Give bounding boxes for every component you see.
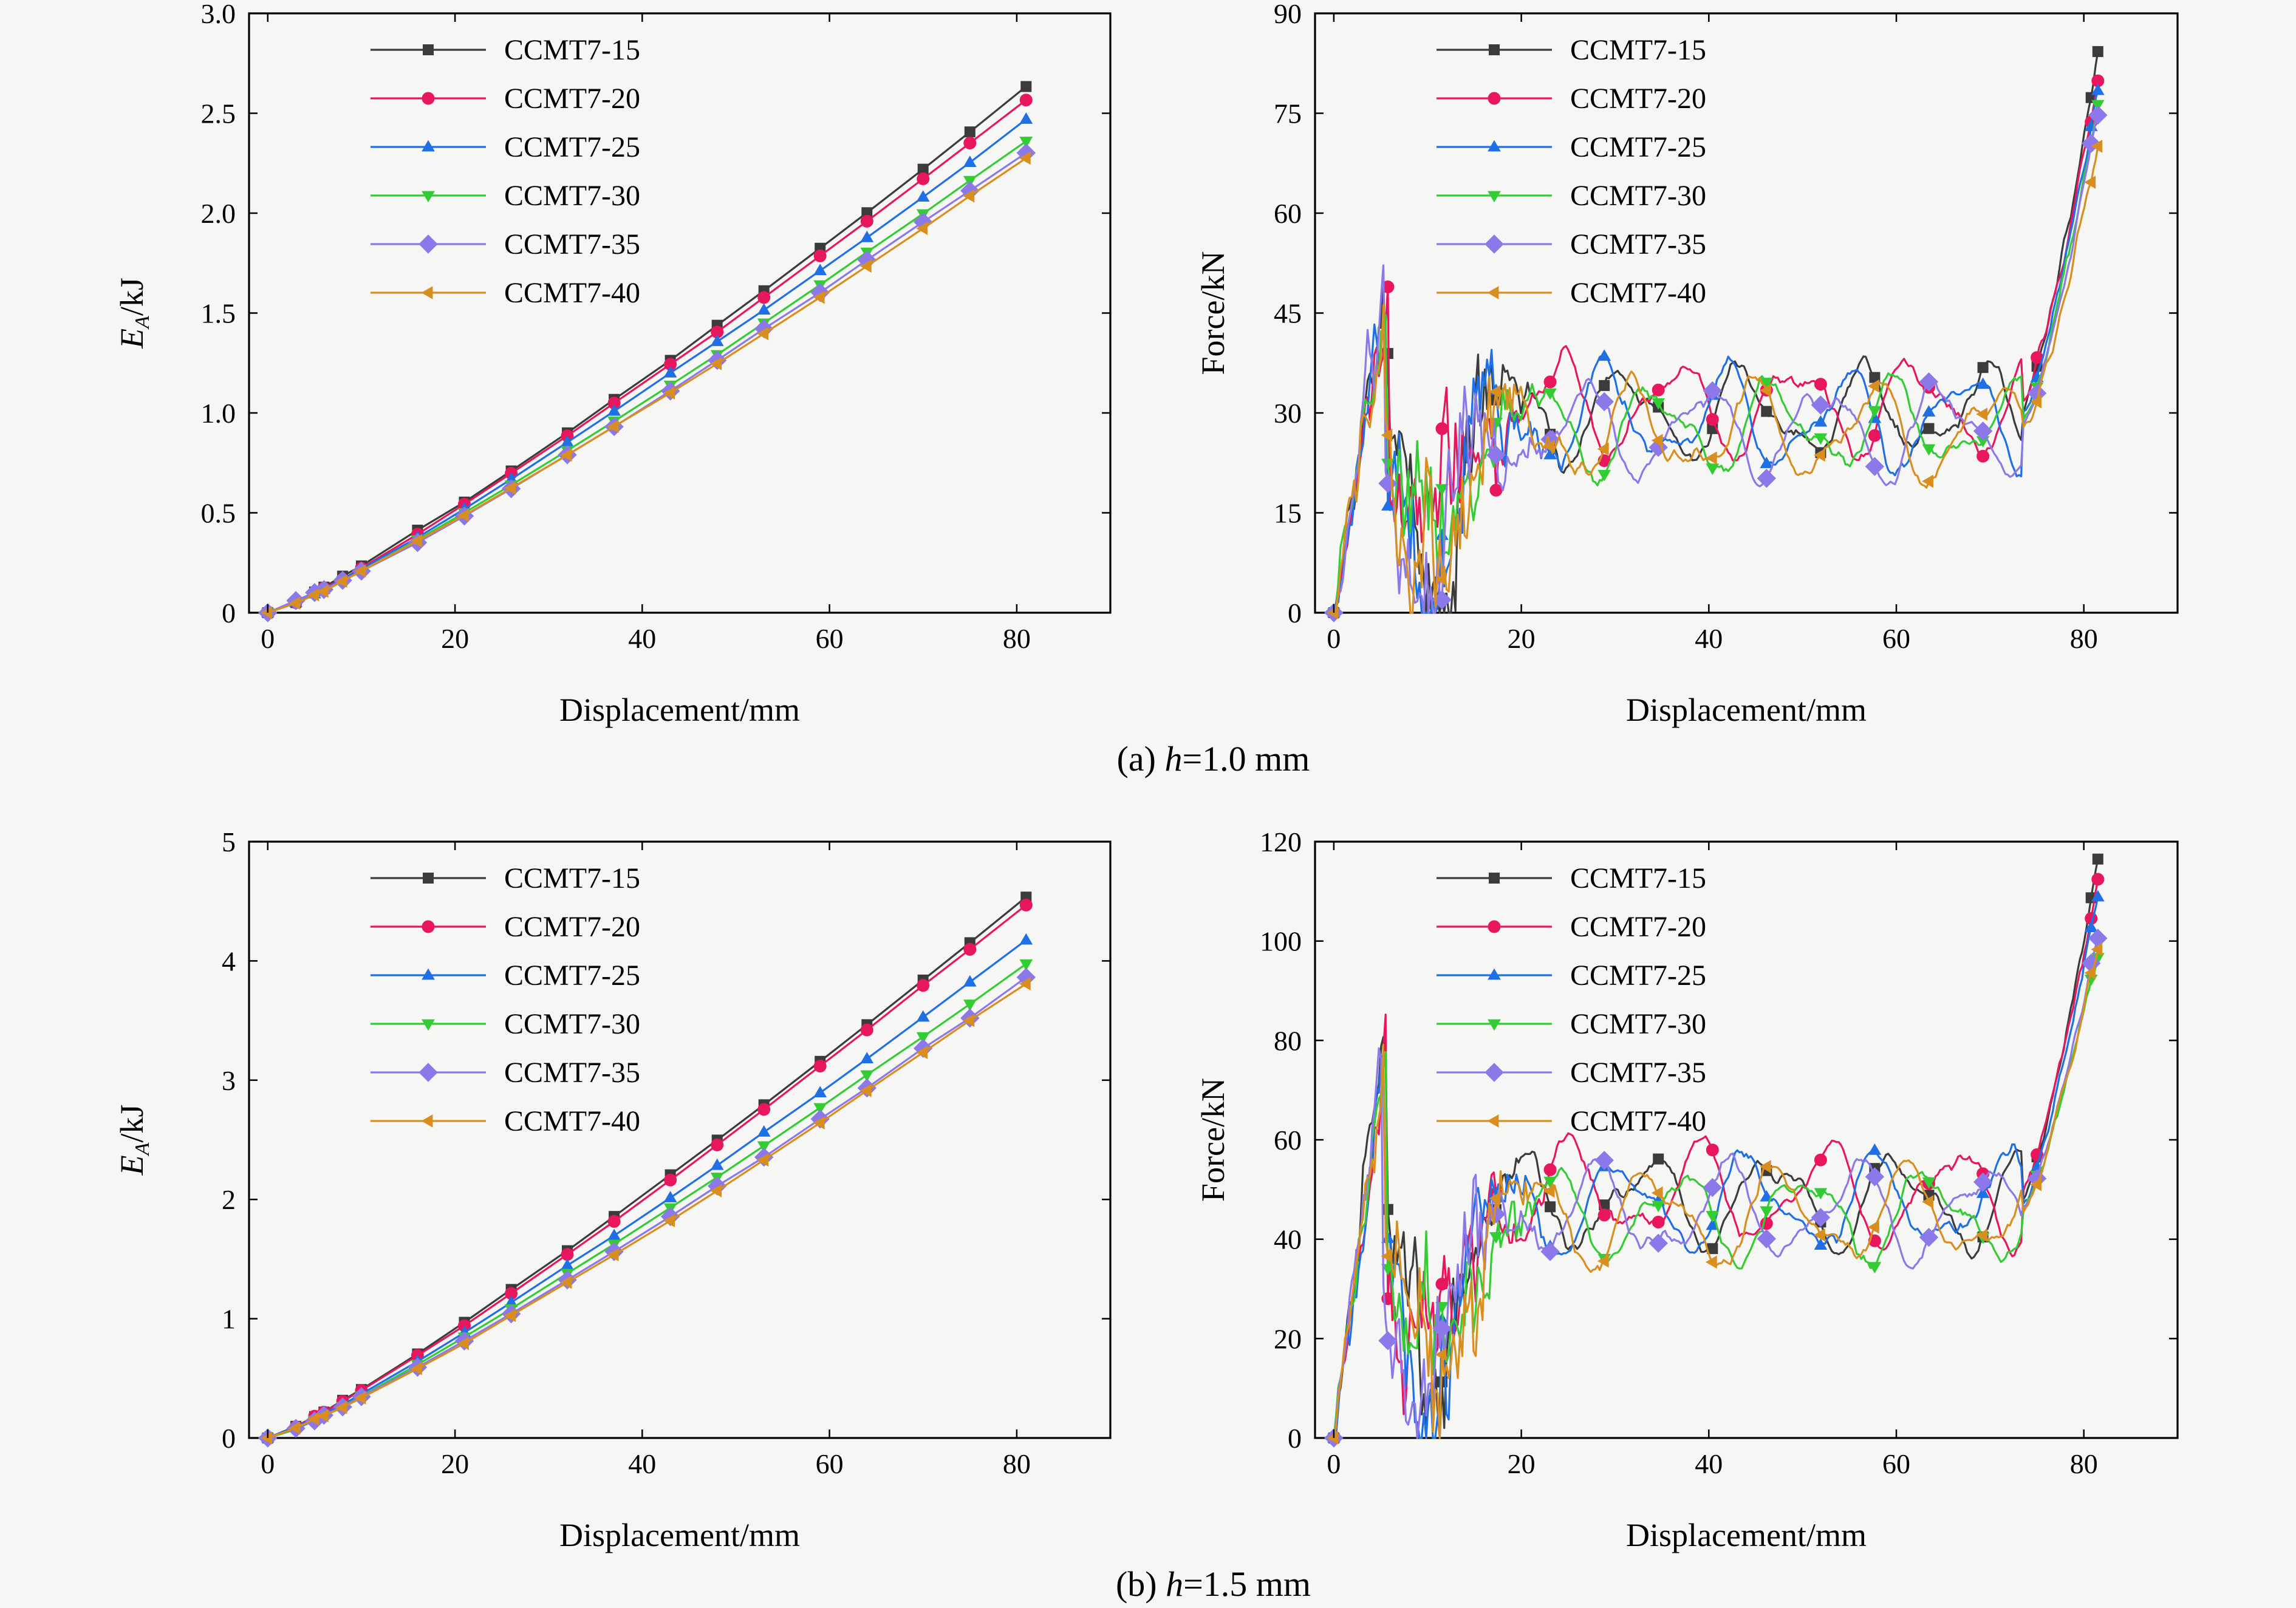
svg-text:CCMT7-25: CCMT7-25 — [504, 959, 640, 992]
svg-text:40: 40 — [628, 1448, 656, 1479]
svg-text:1.0: 1.0 — [201, 398, 236, 429]
svg-text:40: 40 — [1274, 1224, 1302, 1255]
svg-text:EA/kJ: EA/kJ — [114, 1105, 154, 1176]
svg-text:Force/kN: Force/kN — [1195, 1078, 1231, 1202]
svg-text:80: 80 — [1274, 1025, 1302, 1056]
svg-text:40: 40 — [1695, 623, 1723, 654]
svg-text:CCMT7-15: CCMT7-15 — [504, 862, 640, 894]
svg-text:0: 0 — [1327, 623, 1341, 654]
svg-text:CCMT7-15: CCMT7-15 — [1570, 34, 1706, 66]
svg-text:0: 0 — [222, 598, 236, 629]
svg-text:EA/kJ: EA/kJ — [114, 278, 154, 349]
svg-text:0: 0 — [261, 1448, 275, 1479]
svg-text:CCMT7-35: CCMT7-35 — [1570, 228, 1706, 261]
svg-text:45: 45 — [1274, 298, 1302, 329]
svg-text:CCMT7-25: CCMT7-25 — [1570, 959, 1706, 992]
svg-text:Displacement/mm: Displacement/mm — [559, 692, 800, 728]
svg-text:80: 80 — [1003, 623, 1031, 654]
svg-text:60: 60 — [1882, 1448, 1910, 1479]
svg-text:CCMT7-40: CCMT7-40 — [504, 1105, 640, 1137]
svg-text:CCMT7-25: CCMT7-25 — [1570, 131, 1706, 163]
svg-text:4: 4 — [222, 945, 236, 976]
svg-text:Force/kN: Force/kN — [1195, 251, 1231, 375]
svg-text:80: 80 — [2070, 623, 2098, 654]
svg-text:40: 40 — [628, 623, 656, 654]
svg-text:CCMT7-20: CCMT7-20 — [504, 911, 640, 943]
svg-text:2.5: 2.5 — [201, 98, 236, 129]
svg-text:3.0: 3.0 — [201, 0, 236, 29]
svg-text:60: 60 — [816, 623, 844, 654]
svg-text:75: 75 — [1274, 98, 1302, 129]
svg-text:CCMT7-30: CCMT7-30 — [1570, 1008, 1706, 1040]
svg-text:Displacement/mm: Displacement/mm — [1626, 1517, 1867, 1553]
svg-text:60: 60 — [1274, 198, 1302, 229]
svg-text:0: 0 — [1288, 1423, 1302, 1454]
svg-text:2: 2 — [222, 1184, 236, 1215]
svg-text:20: 20 — [1508, 623, 1536, 654]
svg-text:1.5: 1.5 — [201, 298, 236, 329]
svg-text:120: 120 — [1260, 826, 1302, 857]
svg-text:CCMT7-40: CCMT7-40 — [1570, 277, 1706, 309]
svg-text:2.0: 2.0 — [201, 198, 236, 229]
svg-text:0: 0 — [261, 623, 275, 654]
svg-text:100: 100 — [1260, 926, 1302, 957]
svg-text:60: 60 — [816, 1448, 844, 1479]
svg-text:CCMT7-35: CCMT7-35 — [1570, 1057, 1706, 1089]
svg-text:0: 0 — [1327, 1448, 1341, 1479]
svg-text:80: 80 — [1003, 1448, 1031, 1479]
svg-text:30: 30 — [1274, 398, 1302, 429]
svg-text:CCMT7-15: CCMT7-15 — [1570, 862, 1706, 894]
svg-text:(a) h=1.0 mm: (a) h=1.0 mm — [1117, 739, 1310, 778]
svg-text:0: 0 — [1288, 598, 1302, 629]
svg-text:Displacement/mm: Displacement/mm — [559, 1517, 800, 1553]
svg-text:CCMT7-35: CCMT7-35 — [504, 228, 640, 261]
svg-text:20: 20 — [1508, 1448, 1536, 1479]
svg-text:1: 1 — [222, 1304, 236, 1335]
svg-text:CCMT7-30: CCMT7-30 — [504, 180, 640, 212]
svg-text:0: 0 — [222, 1423, 236, 1454]
svg-text:5: 5 — [222, 826, 236, 857]
svg-text:80: 80 — [2070, 1448, 2098, 1479]
svg-text:CCMT7-25: CCMT7-25 — [504, 131, 640, 163]
svg-text:CCMT7-20: CCMT7-20 — [1570, 83, 1706, 115]
svg-text:CCMT7-30: CCMT7-30 — [1570, 180, 1706, 212]
svg-text:20: 20 — [441, 623, 469, 654]
svg-text:0.5: 0.5 — [201, 498, 236, 529]
svg-text:90: 90 — [1274, 0, 1302, 29]
svg-text:15: 15 — [1274, 498, 1302, 529]
svg-text:60: 60 — [1882, 623, 1910, 654]
svg-text:CCMT7-40: CCMT7-40 — [504, 277, 640, 309]
svg-text:40: 40 — [1695, 1448, 1723, 1479]
svg-text:20: 20 — [441, 1448, 469, 1479]
svg-text:CCMT7-35: CCMT7-35 — [504, 1057, 640, 1089]
svg-text:3: 3 — [222, 1065, 236, 1096]
svg-text:CCMT7-20: CCMT7-20 — [1570, 911, 1706, 943]
svg-text:CCMT7-40: CCMT7-40 — [1570, 1105, 1706, 1137]
svg-text:CCMT7-15: CCMT7-15 — [504, 34, 640, 66]
svg-text:CCMT7-30: CCMT7-30 — [504, 1008, 640, 1040]
svg-text:CCMT7-20: CCMT7-20 — [504, 83, 640, 115]
svg-text:20: 20 — [1274, 1323, 1302, 1354]
svg-text:60: 60 — [1274, 1125, 1302, 1156]
svg-text:Displacement/mm: Displacement/mm — [1626, 692, 1867, 728]
svg-text:(b) h=1.5 mm: (b) h=1.5 mm — [1116, 1564, 1311, 1604]
